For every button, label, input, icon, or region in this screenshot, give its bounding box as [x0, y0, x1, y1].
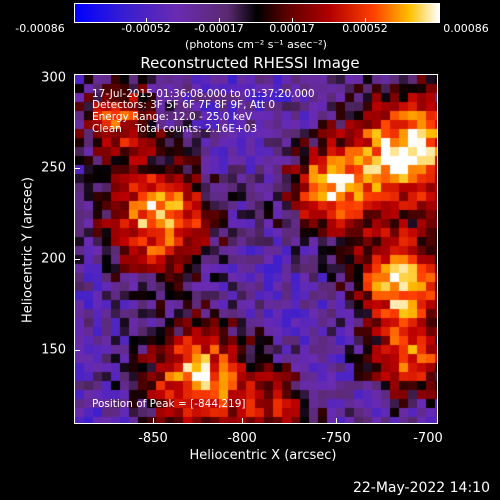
- info-detectors: Detectors: 3F 5F 6F 7F 8F 9F, Att 0: [92, 99, 276, 111]
- colorbar-tick: [146, 18, 147, 23]
- x-tick-label: -700: [413, 431, 443, 446]
- x-tick: [242, 418, 243, 424]
- info-peak: Position of Peak = [-844,219]: [92, 398, 246, 410]
- x-tick: [153, 418, 154, 424]
- x-axis-label: Heliocentric X (arcsec): [189, 448, 337, 463]
- colorbar-tick: [74, 18, 75, 23]
- colorbar-tick-label: 0.00086: [443, 22, 489, 35]
- x-tick-label: -850: [138, 431, 168, 446]
- colorbar-tick: [438, 18, 439, 23]
- colorbar: [74, 3, 440, 23]
- colorbar-tick: [292, 18, 293, 23]
- y-tick: [74, 259, 80, 260]
- colorbar-tick: [219, 18, 220, 23]
- y-tick-label: 150: [41, 342, 66, 358]
- colorbar-tick-label: -0.00052: [121, 22, 171, 35]
- x-tick-label: -800: [227, 431, 257, 446]
- y-axis-label: Heliocentric Y (arcsec): [20, 177, 36, 323]
- info-clean: Clean Total counts: 2.16E+03: [92, 123, 258, 135]
- x-tick-label: -750: [321, 431, 351, 446]
- image-plot: [74, 74, 438, 424]
- plot-title: Reconstructed RHESSI Image: [140, 54, 360, 72]
- y-tick-label: 250: [41, 160, 66, 176]
- info-time: 17-Jul-2015 01:36:08.000 to 01:37:20.000: [92, 88, 315, 100]
- colorbar-tick: [365, 18, 366, 23]
- heatmap-image: [75, 75, 437, 423]
- colorbar-tick-label: -0.00086: [15, 22, 65, 35]
- colorbar-tick-label: -0.00017: [194, 22, 244, 35]
- y-tick-label: 200: [41, 251, 66, 267]
- info-energy: Energy Range: 12.0 - 25.0 keV: [92, 111, 253, 123]
- y-tick: [74, 350, 80, 351]
- y-tick: [74, 168, 80, 169]
- colorbar-tick-label: 0.00017: [269, 22, 315, 35]
- colorbar-unit: (photons cm⁻² s⁻¹ asec⁻²): [185, 38, 327, 51]
- y-tick-label: 300: [41, 70, 66, 86]
- timestamp: 22-May-2022 14:10: [352, 480, 490, 496]
- x-tick: [336, 418, 337, 424]
- colorbar-tick-label: 0.00052: [342, 22, 388, 35]
